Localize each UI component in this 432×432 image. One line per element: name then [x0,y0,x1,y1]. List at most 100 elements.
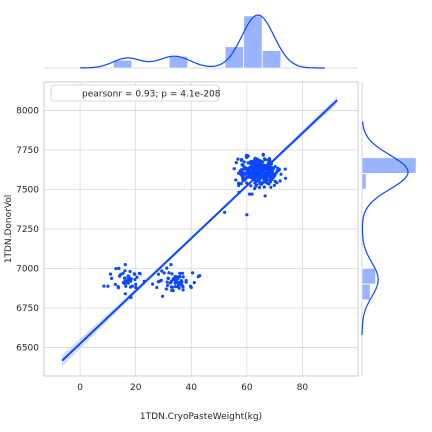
scatter-point [155,285,159,290]
y-tick-label: 6500 [16,344,39,354]
scatter-point [268,175,272,179]
scatter-point [275,181,279,185]
scatter-point [178,271,182,275]
scatter-point [232,167,236,171]
scatter-point [191,271,195,275]
scatter-point [166,283,170,288]
x-kde-curve [80,14,325,69]
scatter-point [283,167,287,171]
scatter-point [165,266,169,270]
scatter-point [179,283,183,287]
scatter-point [234,178,238,182]
scatter-point [250,192,254,196]
scatter-point [244,167,248,171]
scatter-point [265,177,269,181]
scatter-point [260,174,264,178]
scatter-point [106,284,110,288]
scatter-point [173,285,177,289]
scatter-point [116,284,120,289]
scatter-point [181,275,185,279]
legend: pearsonr = 0.93; p = 4.1e-208 [50,84,221,102]
x-axis-label: 1TDN.CryoPasteWeight(kg) [140,412,262,422]
scatter-point [123,281,127,285]
scatter-point [181,288,185,292]
scatter-point [246,154,250,158]
scatter-point [170,288,174,292]
y-kde-curve [361,121,409,335]
scatter-point [123,269,127,273]
scatter-point [277,168,281,172]
scatter-point [265,170,269,174]
y-histogram-bar [361,157,417,174]
scatter-point [265,181,269,185]
scatter-point [223,210,227,215]
scatter-point [263,157,267,161]
scatter-point [236,157,240,161]
scatter-point [123,276,127,280]
scatter-point [273,165,277,169]
scatter-point [249,175,253,179]
scatter-point [161,294,165,298]
axes-frame [43,81,359,377]
scatter-point [169,263,173,267]
scatter-point [240,174,244,178]
scatter-point [170,272,174,276]
scatter-point [237,183,241,188]
x-tick-label: 80 [297,383,309,393]
y-tick-label: 7250 [16,225,39,235]
scatter-point [121,271,125,275]
scatter-point [180,271,185,275]
scatter-point [198,274,202,278]
scatter-point [114,267,118,271]
y-tick-label: 7750 [16,146,39,156]
regression-line-path [61,99,338,362]
scatter-point [247,192,252,196]
scatter-point [261,164,265,168]
scatter-point [137,271,141,275]
scatter-point [135,275,139,279]
x-marginal-distribution [44,14,358,69]
scatter-point [167,271,171,275]
scatter-point [257,158,262,162]
scatter-point [245,213,249,217]
x-histogram-bar [243,15,263,69]
y-tick-label: 8000 [16,106,39,116]
scatter-point [262,177,266,181]
scatter-point [240,158,244,162]
legend-label: pearsonr = 0.93; p = 4.1e-208 [82,90,221,100]
scatter-point [156,272,161,276]
scatter-point [254,159,258,163]
legend-frame [50,84,220,102]
scatter-point [102,284,106,288]
scatter-point [253,181,257,185]
x-tick-label: 40 [186,383,198,393]
scatter-point [160,269,164,273]
scatter-point [253,169,257,173]
scatter-point [267,157,271,161]
scatter-point [261,152,265,156]
scatter-point [242,160,246,164]
x-histogram-bar [113,60,132,69]
scatter-point [258,168,262,172]
x-tick-label: 0 [77,383,83,393]
y-marginal-distribution [361,82,417,376]
scatter-point [176,276,180,280]
scatter-point [123,263,127,267]
y-tick-label: 6750 [16,304,39,314]
scatter-point [262,185,266,189]
scatter-point [117,266,121,270]
y-histogram-bar [361,268,376,285]
scatter-point [162,271,166,275]
x-tick-label: 60 [241,383,253,393]
scatter-point [158,279,162,283]
y-histogram-bar [361,284,371,300]
scatter-point [258,182,262,186]
scatter-point [247,172,251,177]
scatter-point [252,161,256,165]
scatter-point [238,169,242,173]
scatter-point [180,280,184,284]
scatter-point [272,183,276,187]
scatter-point [241,179,245,183]
scatter-point [130,284,134,288]
